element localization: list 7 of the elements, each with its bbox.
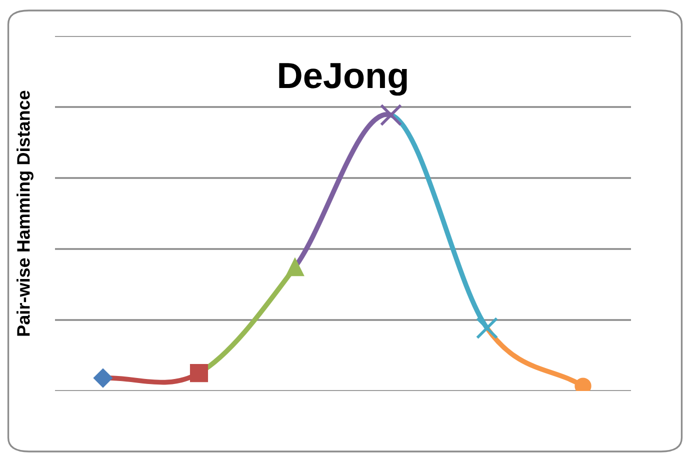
point <box>93 368 113 388</box>
point <box>380 104 402 126</box>
chart-title: DeJong <box>279 63 407 96</box>
point <box>190 364 208 382</box>
point <box>286 258 304 276</box>
point <box>476 316 498 340</box>
y-axis-title: Pair-wise Hamming Distance <box>16 90 34 336</box>
